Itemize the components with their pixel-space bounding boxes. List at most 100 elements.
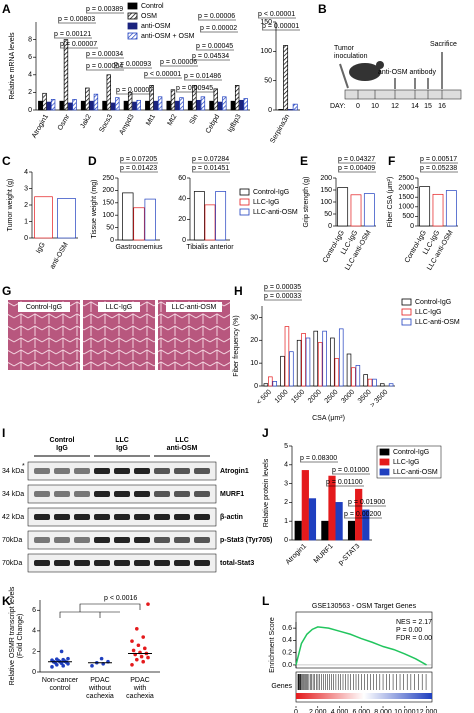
bar <box>200 96 206 111</box>
data-point <box>99 656 104 661</box>
y-axis-label: Fiber CSA (μm²) <box>387 177 394 228</box>
y-tick-label: 1 <box>284 518 288 525</box>
panel-label: C <box>2 154 11 168</box>
bar <box>432 193 444 227</box>
blot-band <box>114 468 130 474</box>
bar <box>363 374 368 387</box>
panel-label: G <box>2 284 11 298</box>
y-axis-label: Relative mRNA levels <box>9 32 16 100</box>
y-axis-label: Tissue weight (mg) <box>91 180 98 239</box>
bar <box>196 99 201 111</box>
y-tick-label: 2 <box>32 648 36 655</box>
bar <box>213 88 218 111</box>
y-tick-label: 20 <box>250 337 258 344</box>
blot-band <box>174 514 190 520</box>
bar <box>222 96 227 111</box>
stat-text: NES = 2.17 <box>396 619 432 626</box>
blot-row-label: total-Stat3 <box>220 560 254 567</box>
x-tick-label: IgG <box>35 241 47 254</box>
blot-band <box>194 491 210 497</box>
p-value: p = 0.04327 <box>338 156 375 163</box>
y-tick-label: 500 <box>402 213 414 220</box>
blot-group: LLC <box>115 437 129 444</box>
y-tick-label: 2 <box>284 499 288 506</box>
data-point <box>61 664 65 668</box>
bar <box>80 100 86 111</box>
panel-label: K <box>2 594 11 608</box>
blot-band <box>154 468 170 474</box>
x-tick-label: > 3500 <box>369 389 389 409</box>
y-tick-label: 30 <box>250 314 258 321</box>
data-point <box>55 657 59 661</box>
image-label-bg <box>166 302 222 312</box>
bar <box>313 330 319 387</box>
panel-label: J <box>262 426 269 440</box>
bar <box>123 100 129 111</box>
y-tick-label: 2000 <box>398 184 414 191</box>
y-tick-label: 0.6 <box>282 625 292 632</box>
bar <box>334 358 340 387</box>
y-tick-label: 150 <box>102 200 114 207</box>
bar <box>166 100 171 111</box>
blot-size: 70kDa <box>2 537 22 544</box>
bar <box>372 378 377 387</box>
bar <box>149 85 154 111</box>
bar <box>445 190 457 227</box>
chart-title: GSE130563 - OSM Target Genes <box>312 603 417 610</box>
bar <box>133 207 145 241</box>
data-point <box>50 658 54 662</box>
legend-box <box>376 445 442 479</box>
bar <box>50 99 56 111</box>
legend-label: OSM <box>141 13 157 20</box>
y-tick-label: 0.4 <box>282 637 292 644</box>
p-value: p = 0.01486 <box>184 73 221 80</box>
blot-band <box>94 468 110 474</box>
legend-label: Control <box>141 3 164 10</box>
blot-band <box>54 537 70 543</box>
y-axis-label: (Fold Change) <box>17 614 24 659</box>
y-tick-label: 20 <box>178 216 186 223</box>
x-tick-label: cachexia <box>126 693 154 700</box>
blot-band <box>114 537 130 543</box>
blot-band <box>174 537 190 543</box>
bar <box>136 99 141 111</box>
blot-band <box>194 514 210 520</box>
p-value: p = 0.05238 <box>420 165 457 172</box>
y-tick-label: 40 <box>178 196 186 203</box>
bar <box>355 488 363 541</box>
blot-row-label: MURF1 <box>220 491 244 498</box>
bar <box>350 194 362 227</box>
legend-label: LLC-anti-OSM <box>393 469 438 476</box>
bar <box>153 100 159 111</box>
blot-band <box>134 491 150 497</box>
bar <box>301 333 306 387</box>
bar <box>239 99 244 111</box>
bar <box>209 100 214 111</box>
bar <box>294 520 302 541</box>
data-point <box>141 659 145 664</box>
x-tick-label: without <box>88 685 111 692</box>
bar <box>367 378 373 387</box>
x-tick-label: Cebpd <box>205 113 221 134</box>
y-tick-label: 0 <box>110 237 114 244</box>
legend-label: LLC-anti-OSM <box>415 319 460 326</box>
image-label: LLC-anti-OSM <box>172 304 217 311</box>
x-tick-label: with <box>133 685 147 692</box>
data-point <box>90 664 94 668</box>
x-tick-label: 1000 <box>274 389 290 405</box>
bar <box>127 92 133 111</box>
timeline-bar <box>344 89 462 100</box>
bar <box>193 191 205 241</box>
blot-band <box>134 514 150 520</box>
x-tick-label: 10,000 <box>394 709 416 713</box>
bar <box>59 100 64 111</box>
y-tick-label: 0 <box>182 237 186 244</box>
p-value: p = 0.00034 <box>86 51 123 58</box>
legend-swatch <box>379 458 390 466</box>
y-tick-label: 200 <box>320 175 332 182</box>
y-tick-label: 0.2 <box>282 650 292 657</box>
y-axis-label: Relative OSMR transcript levels <box>9 586 16 685</box>
p-value: p < 0.0016 <box>104 595 137 602</box>
legend-label: LLC-IgG <box>253 199 279 206</box>
bar <box>388 383 394 387</box>
